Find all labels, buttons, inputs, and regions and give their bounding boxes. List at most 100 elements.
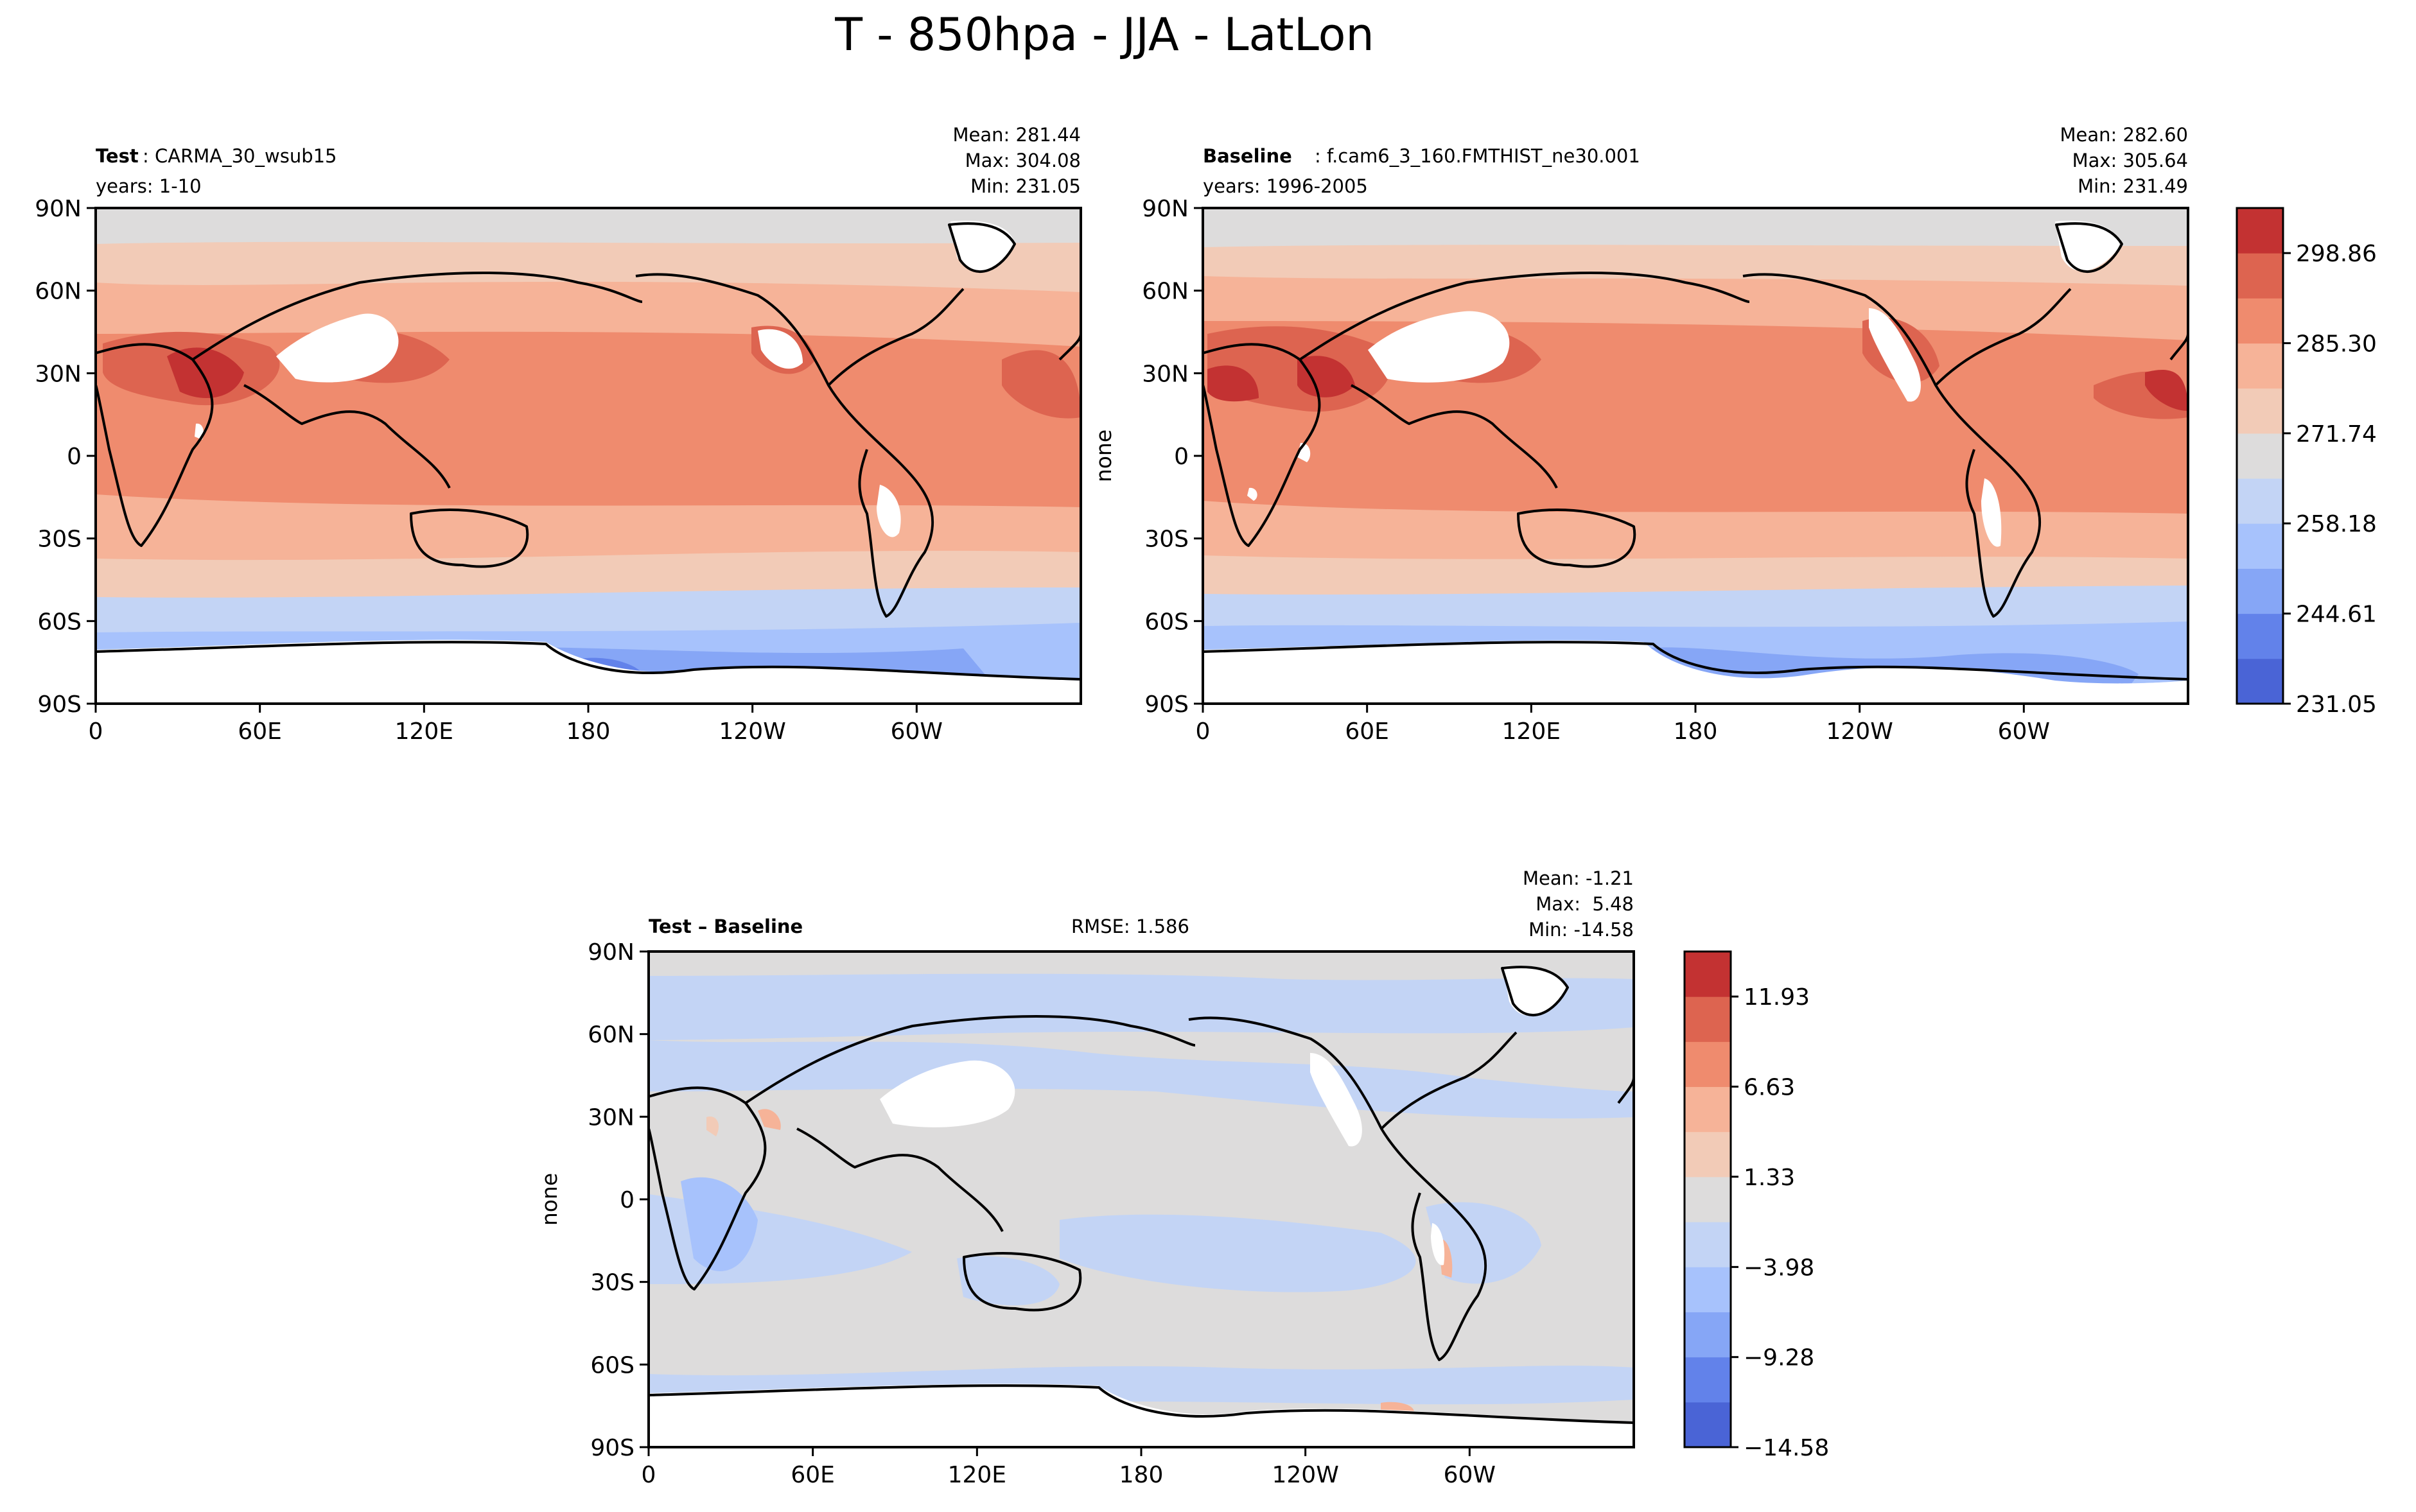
diff-ylabel: none [537,1173,562,1226]
test-xtick-label: 0 [89,718,103,745]
diff-stat-max: Max: 5.48 [1536,893,1634,915]
baseline-colorbar-segment [2237,298,2283,344]
diff-xtick-label: 120E [948,1462,1006,1488]
test-xtick-label: 120E [395,718,453,745]
diff-colorbar-segment [1685,1267,1731,1312]
baseline-colorbar-label: 244.61 [2296,602,2377,628]
diff-colorbar-label: −3.98 [1744,1255,1814,1281]
diff-band-arctic [649,973,1634,1040]
test-ytick-label: 60S [37,609,82,635]
baseline-ytick-label: 0 [1174,444,1189,470]
baseline-xtick-label: 60W [1998,718,2050,745]
baseline-ytick-label: 60S [1144,609,1189,635]
baseline-band-mideast [1207,365,1259,402]
baseline-map [1203,208,2188,704]
diff-band-pacific-s [1060,1214,1416,1292]
baseline-colorbar-segment [2237,388,2283,434]
diff-missing-andes [1431,1223,1445,1265]
test-band-mideast [167,347,244,398]
diff-ytick-label: 60N [588,1022,635,1048]
baseline-colorbar: 298.86 285.30 271.74 258.18 244.61 231.05 [2236,207,2377,718]
baseline-colorbar-label: 298.86 [2296,241,2377,267]
baseline-xtick-label: 120W [1826,718,1893,745]
test-ytick-label: 90N [35,196,82,222]
baseline-colorbar-label: 258.18 [2296,511,2377,537]
test-xtick-label: 120W [719,718,786,745]
baseline-ytick-label: 30S [1144,526,1189,553]
diff-colorbar-frame [1683,950,1732,1448]
baseline-colorbar-segment [2237,568,2283,614]
diff-missing-greenland [1503,965,1567,1016]
baseline-xtick-label: 0 [1196,718,1211,745]
diff-colorbar-segment [1685,1086,1731,1133]
diff-band-australia [957,1256,1060,1306]
diff-colorbar-segment [1685,1357,1731,1403]
baseline-colorbar-label: 271.74 [2296,421,2377,448]
baseline-band-mideast2 [1297,356,1355,397]
diff-warm-arabia [706,1117,719,1136]
diff-warm-mideast [758,1109,781,1130]
diff-colorbar-label: 1.33 [1744,1165,1795,1191]
baseline-xtick-label: 120E [1502,718,1561,745]
baseline-colorbar-segment [2237,523,2283,569]
baseline-missing-andes [1981,478,2002,547]
test-stat-max: Max: 304.08 [965,150,1081,171]
test-ytick-label: 30N [35,361,82,387]
baseline-ytick-label: 60N [1142,279,1189,305]
test-stat-mean: Mean: 281.44 [953,124,1081,146]
diff-stat-min: Min: -14.58 [1528,919,1634,941]
diff-colorbar-label: 11.93 [1744,984,1810,1011]
test-missing-tibet [276,313,399,383]
baseline-years: years: 1996-2005 [1203,175,1368,197]
figure-title: T - 850hpa - JJA - LatLon [834,8,1374,61]
baseline-missing-africa-s [1247,487,1257,501]
baseline-colorbar-segment [2237,343,2283,389]
test-stat-min: Min: 231.05 [970,175,1081,197]
diff-missing-rockies [1310,1053,1362,1147]
test-xtick-label: 180 [566,718,611,745]
diff-colorbar-segment [1685,952,1731,997]
baseline-missing-rockies [1869,308,1921,402]
diff-band-n-mid [649,1040,1634,1118]
baseline-stat-min: Min: 231.49 [2078,175,2188,197]
baseline-colorbar-segment [2237,208,2283,254]
diff-xtick-label: 60W [1444,1462,1496,1488]
diff-coastlines [649,966,1634,1424]
diff-colorbar-segment [1685,1176,1731,1222]
test-missing-greenland [950,220,1015,272]
diff-ticks: 0 60E 120E 180 120W 60W 90N 60N 30N 0 30S 60S 90S [588,939,1496,1488]
diff-stat-mean: Mean: -1.21 [1523,867,1634,889]
test-years: years: 1-10 [96,175,202,197]
diff-xtick-label: 0 [642,1462,656,1488]
diff-colorbar-label: −9.28 [1744,1345,1814,1371]
panel-test: Test : CARMA_30_wsub15 years: 1-10 Mean:… [35,124,1082,745]
diff-colorbar-segment [1685,1041,1731,1088]
baseline-colorbar-label: 285.30 [2296,331,2377,358]
diff-colorbar: 11.93 6.63 1.33 −3.98 −9.28 −14.58 [1683,950,1829,1461]
baseline-colorbar-segment [2237,658,2283,704]
baseline-header-bold: Baseline [1203,145,1292,167]
test-ticks: 0 60E 120E 180 120W 60W 90N 60N 30N 0 30S 60S 90S [35,196,943,745]
test-ytick-label: 90S [37,691,82,718]
test-missing-rockies [758,329,803,369]
test-band-atlantic-east [1002,350,1081,419]
diff-rmse: RMSE: 1.586 [1071,916,1189,937]
diff-ytick-label: 30N [588,1104,635,1131]
baseline-header-text: : f.cam6_3_160.FMTHIST_ne30.001 [1315,145,1640,167]
diff-missing-antarctica [649,1384,1634,1447]
baseline-ticks: 0 60E 120E 180 120W 60W 90N 60N 30N 0 30S 60S 90S [1142,196,2050,745]
diff-ytick-label: 90N [588,939,635,966]
diff-colorbar-segment [1685,1222,1731,1267]
test-header-bold: Test [96,145,139,167]
diff-map [649,952,1634,1447]
test-missing-antarctica [96,639,1081,704]
test-xtick-label: 60W [891,718,943,745]
diff-band-africa [681,1177,758,1271]
baseline-missing-greenland [2055,220,2119,272]
test-missing-andes [877,485,901,537]
diff-xtick-label: 60E [791,1462,835,1488]
baseline-xtick-label: 60E [1345,718,1389,745]
diff-colorbar-segment [1685,1312,1731,1358]
diff-ytick-label: 90S [590,1435,635,1461]
